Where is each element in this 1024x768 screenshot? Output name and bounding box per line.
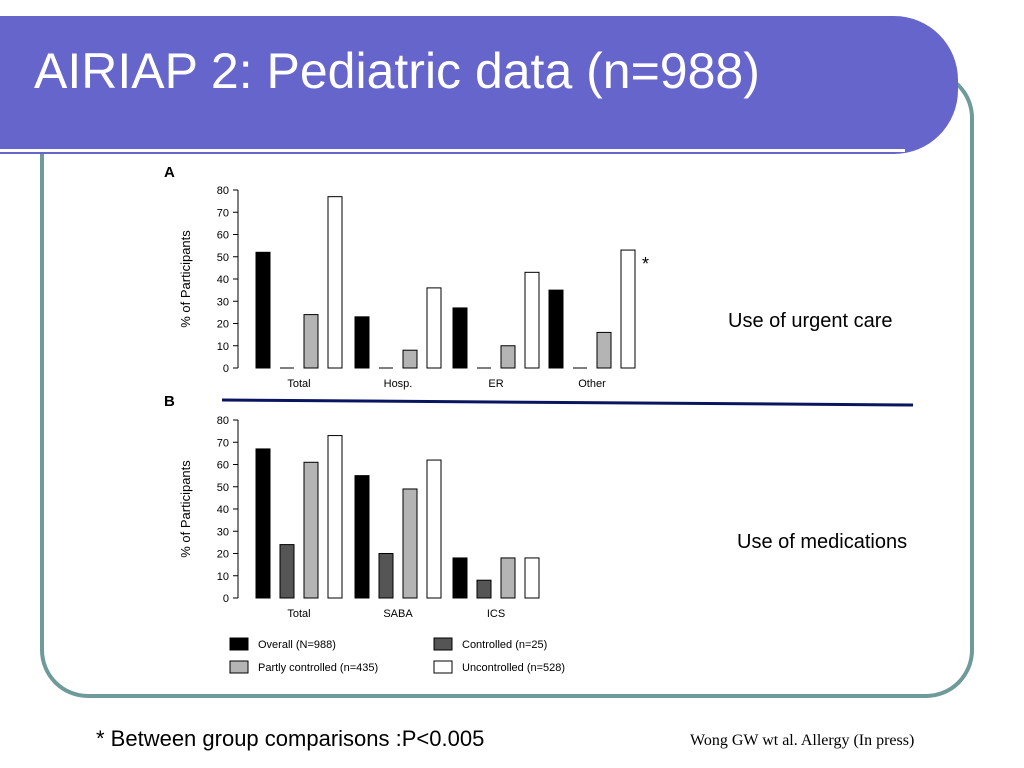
panel-a-bar bbox=[620, 249, 636, 369]
panel-a-bar bbox=[255, 251, 271, 369]
panel-a-bar bbox=[354, 316, 370, 369]
panel-a-y-tick-label: 0 bbox=[223, 363, 229, 375]
slide-title: AIRIAP 2: Pediatric data (n=988) bbox=[34, 43, 760, 99]
panel-a-bar bbox=[327, 196, 343, 369]
panel-b-bar bbox=[327, 435, 343, 599]
panel-b-y-tick-label: 60 bbox=[217, 460, 229, 472]
citation: Wong GW wt al. Allergy (In press) bbox=[690, 732, 915, 749]
panel-b-bar bbox=[452, 557, 468, 599]
panel-a-bar bbox=[548, 289, 564, 369]
panel-divider-line bbox=[221, 398, 914, 407]
panel-b-bar bbox=[354, 475, 370, 599]
panel-a-bar bbox=[596, 331, 612, 369]
panel-a-bar bbox=[500, 345, 516, 369]
urgent-care-note: Use of urgent care bbox=[728, 310, 893, 332]
title-underline bbox=[0, 149, 905, 152]
legend-swatch bbox=[433, 637, 453, 651]
panel-a-bar bbox=[524, 271, 540, 369]
panel-a-bar bbox=[303, 314, 319, 369]
panel-a-y-tick-label: 10 bbox=[217, 341, 229, 353]
panel-b-bar bbox=[303, 461, 319, 599]
panel-a-y-tick-label: 30 bbox=[217, 296, 229, 308]
panel-a-bar bbox=[426, 287, 442, 369]
legend-label: Controlled (n=25) bbox=[462, 639, 547, 651]
panel-a-y-tick-label: 60 bbox=[217, 230, 229, 242]
legend-label: Uncontrolled (n=528) bbox=[462, 662, 565, 674]
panel-a-y-tick-label: 50 bbox=[217, 252, 229, 264]
panel-b-y-tick-label: 20 bbox=[217, 549, 229, 561]
legend-swatch bbox=[229, 637, 249, 651]
panel-a-category-label: ER bbox=[488, 378, 503, 390]
panel-b-bar bbox=[378, 553, 394, 599]
footnote: * Between group comparisons :P<0.005 bbox=[96, 726, 485, 751]
panel-b-y-axis-label: % of Participants bbox=[178, 460, 193, 558]
panel-a-y-tick-label: 20 bbox=[217, 319, 229, 331]
panel-a-category-label: Hosp. bbox=[384, 378, 413, 390]
panel-a-bar bbox=[452, 307, 468, 369]
panel-b-y-tick-label: 10 bbox=[217, 571, 229, 583]
panel-b-category-label: SABA bbox=[383, 608, 413, 620]
panel-b-bar bbox=[402, 488, 418, 599]
panel-a-y-axis-label: % of Participants bbox=[178, 230, 193, 328]
panel-b-bar bbox=[500, 557, 516, 599]
legend-label: Partly controlled (n=435) bbox=[258, 662, 378, 674]
panel-a-y-tick-label: 40 bbox=[217, 274, 229, 286]
panel-a-y-tick-label: 70 bbox=[217, 207, 229, 219]
panel-b-bar bbox=[279, 544, 295, 599]
panel-b-category-label: Total bbox=[287, 608, 310, 620]
panel-b-bar bbox=[255, 448, 271, 599]
panel-b-bar bbox=[524, 557, 540, 599]
panel-b-y-tick-label: 70 bbox=[217, 437, 229, 449]
panel-b-category-label: ICS bbox=[487, 608, 505, 620]
panel-a-category-label: Total bbox=[287, 378, 310, 390]
panel-b-label: B bbox=[164, 393, 175, 410]
panel-b-y-tick-label: 80 bbox=[217, 415, 229, 427]
panel-a-y-tick-label: 80 bbox=[217, 185, 229, 197]
panel-b-y-tick-label: 40 bbox=[217, 504, 229, 516]
panel-b-bar bbox=[476, 579, 492, 599]
panel-b-y-tick-label: 30 bbox=[217, 526, 229, 538]
panel-b-y-tick-label: 50 bbox=[217, 482, 229, 494]
medications-note: Use of medications bbox=[737, 531, 908, 553]
legend-swatch bbox=[433, 660, 453, 674]
legend-label: Overall (N=988) bbox=[258, 639, 336, 651]
panel-b-bar bbox=[426, 459, 442, 599]
title-bar bbox=[0, 16, 958, 154]
panel-a-label: A bbox=[164, 164, 175, 181]
panel-b-y-tick-label: 0 bbox=[223, 593, 229, 605]
significance-asterisk: * bbox=[642, 254, 650, 274]
panel-a-bar bbox=[402, 349, 418, 369]
legend-swatch bbox=[229, 660, 249, 674]
panel-a-category-label: Other bbox=[578, 378, 606, 390]
